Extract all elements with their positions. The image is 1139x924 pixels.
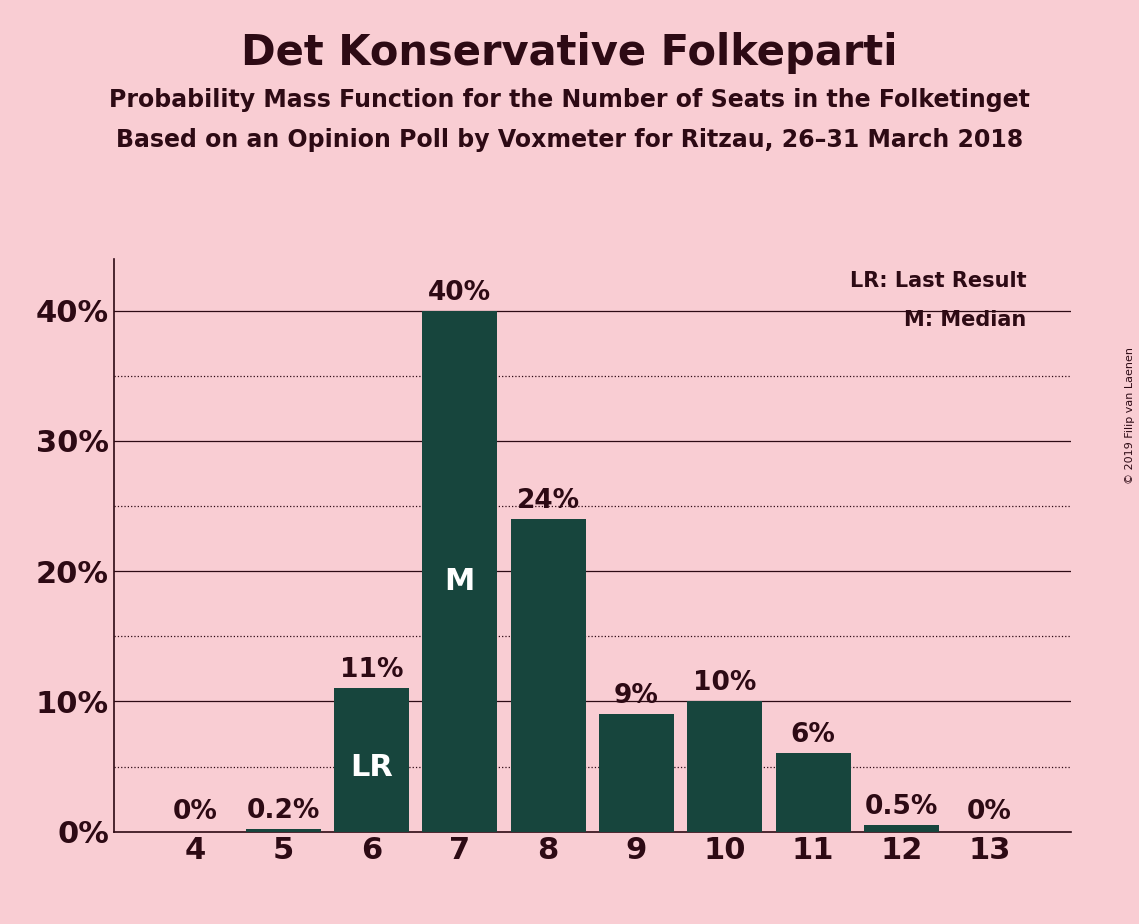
Text: 10%: 10% xyxy=(693,670,756,696)
Text: Det Konservative Folkeparti: Det Konservative Folkeparti xyxy=(241,32,898,74)
Bar xyxy=(776,753,851,832)
Text: LR: Last Result: LR: Last Result xyxy=(850,272,1026,291)
Bar xyxy=(687,701,762,832)
Text: 6%: 6% xyxy=(790,723,836,748)
Text: M: Median: M: Median xyxy=(904,310,1026,331)
Text: Probability Mass Function for the Number of Seats in the Folketinget: Probability Mass Function for the Number… xyxy=(109,88,1030,112)
Text: Based on an Opinion Poll by Voxmeter for Ritzau, 26–31 March 2018: Based on an Opinion Poll by Voxmeter for… xyxy=(116,128,1023,152)
Text: © 2019 Filip van Laenen: © 2019 Filip van Laenen xyxy=(1125,347,1134,484)
Text: 0.2%: 0.2% xyxy=(246,797,320,824)
Text: 40%: 40% xyxy=(428,280,491,306)
Text: 11%: 11% xyxy=(339,657,403,683)
Bar xyxy=(863,825,939,832)
Text: 0%: 0% xyxy=(172,799,218,825)
Bar xyxy=(334,688,409,832)
Text: M: M xyxy=(444,567,475,596)
Bar xyxy=(510,519,585,832)
Bar xyxy=(423,310,498,832)
Text: LR: LR xyxy=(350,753,393,782)
Text: 0.5%: 0.5% xyxy=(865,794,939,820)
Text: 0%: 0% xyxy=(967,799,1013,825)
Text: 24%: 24% xyxy=(517,488,580,514)
Text: 9%: 9% xyxy=(614,683,658,710)
Bar xyxy=(246,829,321,832)
Bar xyxy=(599,714,674,832)
